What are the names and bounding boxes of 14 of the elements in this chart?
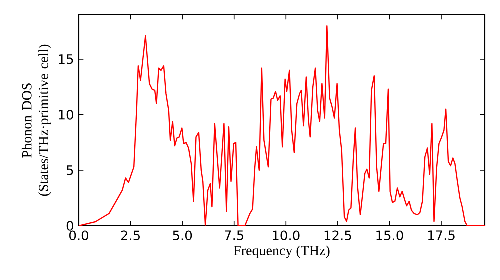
x-tick-label: 0.0 <box>70 230 88 241</box>
y-axis-title: Phonon DOS (States/THz·primitive cell) <box>22 44 52 196</box>
y-tick-label: 15 <box>59 54 74 64</box>
x-tick-label: 7.5 <box>225 230 244 240</box>
y-tick-label: 5 <box>67 166 74 176</box>
y-tick-label: 10 <box>59 110 74 120</box>
y-tick-label: 0 <box>66 221 74 231</box>
x-tick-label: 5.0 <box>173 230 192 241</box>
x-axis-title: Frequency (THz) <box>234 246 330 258</box>
x-tick-label: 2.5 <box>121 230 140 241</box>
x-tick-label: 17.5 <box>428 230 455 240</box>
x-tick-label: 12.5 <box>324 230 352 241</box>
x-tick-label: 10.0 <box>273 230 300 241</box>
x-tick-label: 15.0 <box>376 230 404 241</box>
